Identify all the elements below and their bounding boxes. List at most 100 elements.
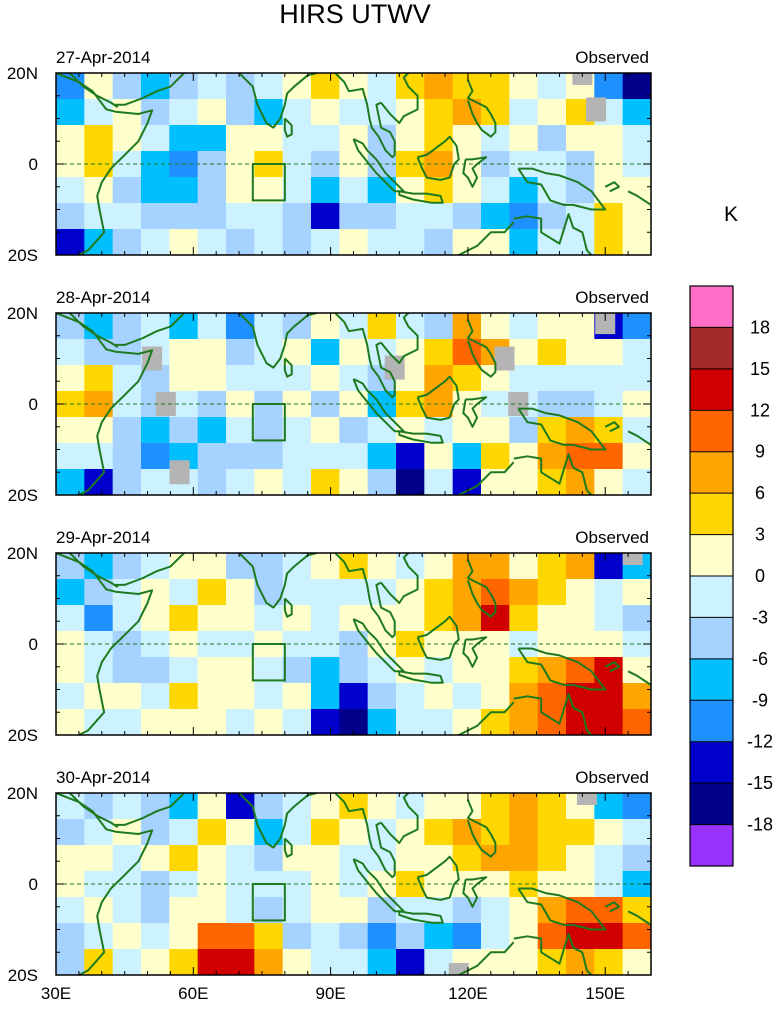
anomaly-cell (226, 339, 255, 366)
anomaly-cell (367, 469, 397, 495)
anomaly-cell (622, 443, 651, 470)
anomaly-cell (311, 313, 340, 340)
anomaly-cell (141, 229, 170, 255)
anomaly-cell (452, 443, 482, 470)
anomaly-cell (56, 683, 85, 710)
panel-plot-area (56, 553, 651, 735)
coastline (115, 73, 185, 106)
anomaly-cell (84, 99, 114, 126)
anomaly-cell (169, 793, 199, 820)
anomaly-cell (311, 339, 340, 366)
anomaly-cell (339, 417, 369, 444)
colorbar-swatch (690, 576, 733, 618)
anomaly-cell (56, 125, 85, 152)
colorbar-label: -18 (747, 815, 773, 835)
anomaly-cell (396, 229, 425, 255)
anomaly-cell (594, 229, 624, 255)
coastline (334, 73, 396, 159)
anomaly-cell (197, 417, 227, 444)
anomaly-cell (424, 469, 454, 495)
anomaly-cell (56, 443, 85, 470)
anomaly-cell (424, 793, 454, 820)
anomaly-cell (226, 365, 255, 392)
anomaly-cell (84, 845, 114, 872)
anomaly-cell (84, 229, 114, 255)
anomaly-cell (537, 657, 567, 684)
anomaly-cell (339, 177, 369, 204)
anomaly-cell (226, 793, 255, 820)
missing-data-box (572, 73, 593, 85)
anomaly-cell (169, 339, 199, 366)
missing-data-box (595, 313, 616, 335)
anomaly-cell (226, 73, 255, 100)
coastline (56, 313, 154, 495)
coastline (238, 553, 318, 609)
anomaly-cell (622, 709, 651, 735)
anomaly-cell (311, 709, 340, 735)
coastline (220, 553, 240, 554)
anomaly-cell (141, 845, 170, 872)
anomaly-cell (594, 819, 624, 846)
anomaly-cell (367, 553, 397, 580)
panel-date-label: 27-Apr-2014 (56, 48, 151, 67)
anomaly-cell (367, 313, 397, 340)
coastline (456, 461, 515, 495)
anomaly-cell (339, 469, 369, 495)
anomaly-cell (169, 177, 199, 204)
anomaly-cell (226, 469, 255, 495)
anomaly-cell (481, 443, 510, 470)
coastline (283, 837, 293, 858)
anomaly-cell (339, 949, 369, 975)
coastline (517, 167, 607, 211)
anomaly-cell (254, 923, 284, 950)
anomaly-cell (197, 949, 227, 975)
anomaly-cell (254, 793, 284, 820)
anomaly-cell (112, 417, 142, 444)
anomaly-cell (509, 709, 539, 735)
anomaly-cell (112, 365, 142, 392)
anomaly-cell (537, 99, 567, 126)
anomaly-cell (112, 229, 142, 255)
anomaly-cell (226, 683, 255, 710)
anomaly-cell (367, 73, 397, 100)
coastline (466, 799, 497, 858)
anomaly-cell (424, 339, 454, 366)
anomaly-cell (226, 819, 255, 846)
colorbar-label: -6 (752, 649, 768, 669)
anomaly-cell (424, 897, 454, 924)
anomaly-cell (622, 897, 651, 924)
anomaly-cell (537, 417, 567, 444)
anomaly-cell (141, 553, 170, 580)
anomaly-cell (56, 579, 85, 606)
anomaly-cell (622, 793, 651, 820)
anomaly-cell (509, 125, 539, 152)
anomaly-cell (197, 229, 227, 255)
anomaly-cell (169, 709, 199, 735)
anomaly-cell (197, 553, 227, 580)
coastline (627, 910, 651, 926)
y-tick-label: 0 (29, 395, 38, 414)
anomaly-cell (311, 949, 340, 975)
coastline (604, 181, 620, 193)
anomaly-cell (311, 553, 340, 580)
anomaly-cell (481, 793, 510, 820)
coastline (517, 407, 607, 451)
coastline (115, 313, 185, 346)
panel-3: 20N 0 20S 29-Apr-2014 Observed (7, 528, 652, 745)
target-region-box (251, 643, 286, 682)
x-tick-label: 30E (41, 984, 71, 1003)
anomaly-cell (254, 443, 284, 470)
anomaly-cell (509, 897, 539, 924)
missing-data-box (586, 97, 607, 122)
anomaly-cell (311, 819, 340, 846)
anomaly-cell (481, 203, 510, 230)
anomaly-cell (169, 417, 199, 444)
anomaly-cell (56, 845, 85, 872)
anomaly-cell (367, 417, 397, 444)
y-tick-label: 20S (8, 966, 38, 985)
coastline (68, 313, 119, 348)
coastline (604, 421, 620, 433)
anomaly-cell (254, 845, 284, 872)
coastline (462, 876, 488, 908)
anomaly-cell (509, 229, 539, 255)
